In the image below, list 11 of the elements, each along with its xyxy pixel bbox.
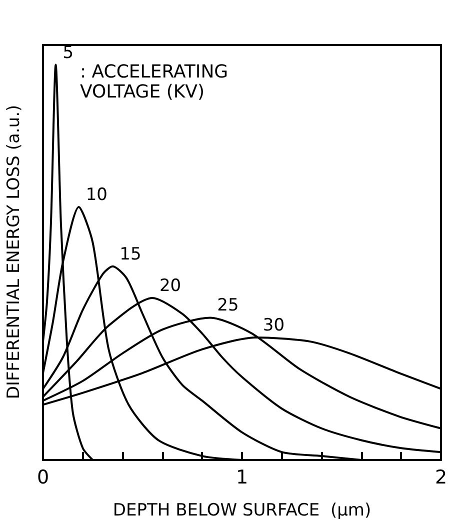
y-axis-title: DIFFERENTIAL ENERGY LOSS (a.u.): [4, 104, 24, 400]
series-label: 10: [86, 185, 108, 206]
x-tick-label: 2: [434, 466, 448, 488]
series-label: 20: [159, 276, 182, 296]
series-label: 30: [262, 315, 285, 336]
series-label: 15: [120, 244, 142, 264]
x-tick-label: 1: [236, 466, 248, 488]
series-label: 25: [217, 296, 239, 316]
annotation: : ACCELERATING VOLTAGE (KV): [80, 62, 234, 102]
x-tick-label: 0: [36, 466, 50, 488]
x-axis-title: DEPTH BELOW SURFACE (µm): [112, 500, 372, 520]
